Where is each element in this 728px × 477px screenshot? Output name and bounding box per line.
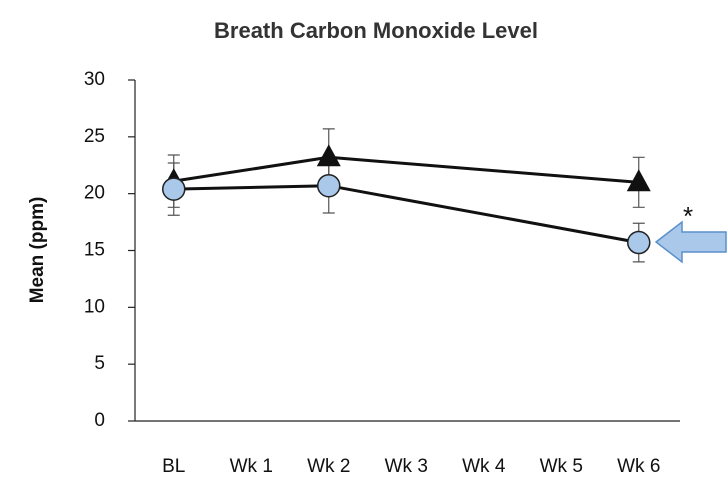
marker [316,144,341,167]
annotation: * [683,201,693,231]
x-tick-label: BL [162,456,185,477]
x-tick-label: Wk 5 [540,456,583,477]
y-tick-label: 25 [84,126,105,147]
chart-title: Breath Carbon Monoxide Level [214,18,538,43]
y-tick-label: 15 [84,240,105,261]
x-tick-label: Wk 3 [385,456,428,477]
marker [627,230,651,255]
line-segment [173,184,329,191]
x-tick-label: Wk 2 [307,456,350,477]
y-tick-label: 30 [84,69,105,90]
y-axis-label: Mean (ppm) [27,197,48,304]
x-tick-label: Wk 6 [617,456,660,477]
marker [317,173,341,198]
line-segment [328,184,640,245]
y-tick-label: 0 [94,410,105,431]
x-tick-label: Wk 1 [230,456,273,477]
y-tick-label: 10 [84,296,105,317]
y-tick-label: 5 [94,353,105,374]
y-tick-label: 20 [84,183,105,204]
marker [162,177,186,201]
line-segment [328,155,639,184]
x-tick-label: Wk 4 [462,456,506,477]
marker [626,169,651,192]
pointer-arrow [654,220,727,264]
line-segment [173,155,329,183]
